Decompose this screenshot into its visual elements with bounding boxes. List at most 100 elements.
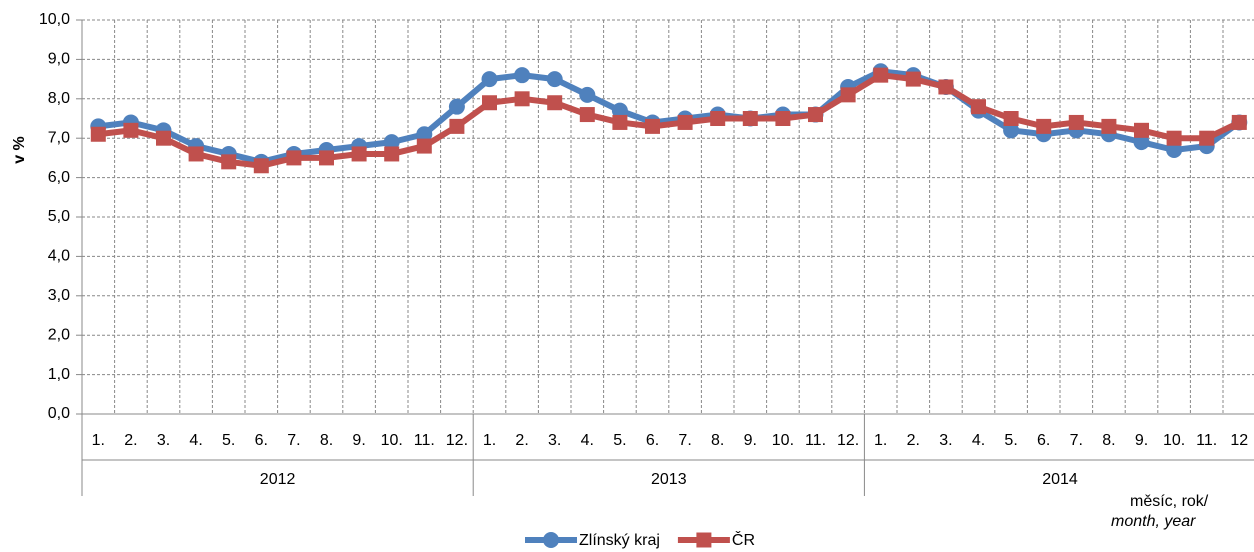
x-tick-label: 11. — [805, 432, 826, 449]
marker — [611, 102, 628, 119]
y-tick-label: 10,0 — [39, 11, 70, 28]
x-tick-label: 12. — [837, 432, 859, 449]
marker — [514, 91, 530, 107]
legend-marker — [543, 532, 559, 548]
marker — [808, 107, 823, 123]
x-tick-label: 5. — [222, 432, 235, 449]
y-tick-label: 4,0 — [48, 248, 70, 265]
x-tick-label: 9. — [1135, 432, 1148, 449]
group-label: 2012 — [260, 471, 296, 488]
marker — [384, 146, 400, 162]
x-tick-label: 3. — [939, 432, 952, 449]
marker — [775, 111, 791, 126]
marker — [710, 111, 726, 126]
marker — [481, 71, 498, 88]
x-tick-label: 2. — [515, 432, 528, 449]
x-tick-label: 11. — [1196, 432, 1217, 449]
y-tick-label: 0,0 — [48, 405, 70, 422]
marker — [579, 86, 596, 103]
marker — [546, 71, 563, 88]
y-tick-label: 8,0 — [48, 90, 70, 107]
x-tick-label: 6. — [646, 432, 659, 449]
x-axis-title: month, year — [1111, 513, 1196, 530]
y-tick-label: 5,0 — [48, 208, 70, 225]
x-tick-label: 11. — [414, 432, 435, 449]
x-tick-label: 4. — [972, 432, 985, 449]
marker — [1068, 114, 1084, 130]
x-tick-label: 3. — [157, 432, 170, 449]
marker — [1231, 114, 1247, 130]
marker — [645, 118, 660, 134]
marker — [677, 114, 693, 130]
marker — [1036, 118, 1052, 134]
x-tick-label: 2. — [124, 432, 137, 449]
y-axis-title: v % — [11, 136, 28, 164]
x-tick-label: 7. — [678, 432, 691, 449]
x-tick-label: 8. — [711, 432, 724, 449]
legend-marker — [696, 532, 712, 548]
y-tick-label: 6,0 — [48, 169, 70, 186]
marker — [840, 87, 856, 103]
marker — [1003, 122, 1020, 139]
marker — [905, 71, 921, 87]
x-tick-label: 6. — [255, 432, 268, 449]
x-tick-label: 1. — [483, 432, 496, 449]
x-tick-label: 6. — [1037, 432, 1050, 449]
x-tick-label: 5. — [1004, 432, 1017, 449]
x-tick-label: 1. — [874, 432, 887, 449]
legend-label: Zlínský kraj — [579, 532, 660, 549]
marker — [90, 126, 106, 142]
x-tick-label: 12. — [446, 432, 468, 449]
marker — [1166, 130, 1182, 146]
marker — [742, 111, 758, 126]
x-tick-label: 12 — [1230, 432, 1248, 449]
x-tick-label: 3. — [548, 432, 561, 449]
marker — [253, 158, 269, 174]
marker — [1166, 142, 1183, 159]
marker — [351, 146, 367, 162]
marker — [123, 122, 139, 138]
marker — [938, 79, 954, 95]
marker — [514, 67, 531, 84]
x-tick-label: 8. — [1102, 432, 1115, 449]
x-tick-label: 8. — [320, 432, 333, 449]
x-tick-label: 4. — [189, 432, 202, 449]
marker — [416, 126, 433, 143]
marker — [482, 95, 497, 111]
x-tick-label: 1. — [92, 432, 105, 449]
x-tick-label: 7. — [287, 432, 300, 449]
marker — [188, 146, 204, 162]
y-tick-label: 3,0 — [48, 287, 70, 304]
marker — [1134, 122, 1149, 138]
x-tick-label: 10. — [772, 432, 794, 449]
x-tick-label: 7. — [1070, 432, 1083, 449]
marker — [1199, 130, 1215, 146]
marker — [1101, 118, 1117, 134]
x-tick-label: 2. — [907, 432, 920, 449]
y-tick-label: 7,0 — [48, 129, 70, 146]
x-tick-label: 4. — [581, 432, 594, 449]
x-tick-label: 9. — [744, 432, 757, 449]
group-label: 2014 — [1042, 471, 1078, 488]
marker — [449, 118, 465, 134]
x-tick-label: 5. — [613, 432, 626, 449]
marker — [971, 99, 986, 115]
legend-label: ČR — [732, 530, 755, 549]
marker — [448, 98, 465, 115]
marker — [612, 114, 628, 130]
y-tick-label: 2,0 — [48, 326, 70, 343]
marker — [286, 150, 302, 166]
marker — [383, 134, 400, 151]
group-label: 2013 — [651, 471, 687, 488]
marker — [416, 138, 432, 154]
y-tick-label: 1,0 — [48, 366, 70, 383]
x-tick-label: 9. — [352, 432, 365, 449]
marker — [873, 67, 889, 83]
marker — [1133, 134, 1150, 151]
marker — [579, 107, 595, 123]
x-tick-label: 10. — [381, 432, 403, 449]
x-axis-title: měsíc, rok/ — [1130, 493, 1209, 510]
y-tick-label: 9,0 — [48, 51, 70, 68]
marker — [156, 130, 171, 146]
x-tick-label: 10. — [1163, 432, 1185, 449]
